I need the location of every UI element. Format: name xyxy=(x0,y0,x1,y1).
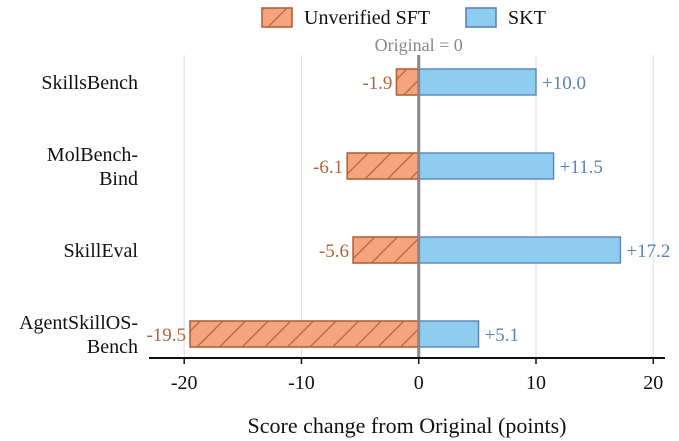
value-label-skt: +5.1 xyxy=(485,325,519,346)
category-label-line: AgentSkillOS- xyxy=(19,312,138,334)
x-tick-label: 0 xyxy=(414,372,424,394)
category-label-line: SkillEval xyxy=(64,240,139,262)
x-axis: -20 -10 0 10 20 xyxy=(149,357,665,394)
value-label-unverified-sft: -5.6 xyxy=(319,241,349,262)
value-label-unverified-sft: -19.5 xyxy=(146,325,186,346)
category-label: SkillsBench xyxy=(41,72,138,94)
reference-line-label: Original = 0 xyxy=(375,35,463,55)
x-tick-label: 20 xyxy=(643,372,663,394)
legend: Unverified SFT SKT xyxy=(261,7,546,29)
x-tick-label: 10 xyxy=(526,372,546,394)
legend-swatch-skt xyxy=(465,7,497,28)
legend-label-unverified-sft: Unverified SFT xyxy=(304,7,430,29)
data-labels: -1.9 +10.0 -6.1 +11.5 -5.6 +17.2 -19.5 +5.1 xyxy=(146,73,670,346)
x-tick-label: -10 xyxy=(288,372,315,394)
category-label-line: Bind xyxy=(99,168,138,190)
bars xyxy=(189,68,622,348)
category-label: MolBench-Bind xyxy=(47,144,138,190)
bar-skt xyxy=(418,152,555,180)
category-labels: SkillsBench MolBench-Bind SkillEval AgentSk… xyxy=(19,72,138,358)
legend-swatch-unverified-sft-hatch xyxy=(261,7,293,28)
category-label-line: SkillsBench xyxy=(41,72,138,94)
bar-unverified-sft-hatch xyxy=(352,236,420,264)
legend-label-skt: SKT xyxy=(508,7,546,29)
value-label-unverified-sft: -6.1 xyxy=(313,157,343,178)
bar-unverified-sft-hatch xyxy=(395,68,420,96)
category-label-line: Bench xyxy=(87,336,138,358)
value-label-skt: +10.0 xyxy=(542,73,586,94)
bar-skt xyxy=(418,236,622,264)
reference-line-group: Original = 0 xyxy=(375,35,463,358)
value-label-skt: +11.5 xyxy=(560,157,603,178)
bar-skt xyxy=(418,320,480,348)
bar-unverified-sft-hatch xyxy=(346,152,420,180)
bar-unverified-sft-hatch xyxy=(189,320,420,348)
category-label: SkillEval xyxy=(64,240,139,262)
x-tick-label: -20 xyxy=(171,372,198,394)
value-label-unverified-sft: -1.9 xyxy=(362,73,392,94)
category-label: AgentSkillOS-Bench xyxy=(19,312,138,358)
bar-skt xyxy=(418,68,537,96)
value-label-skt: +17.2 xyxy=(626,241,670,262)
category-label-line: MolBench- xyxy=(47,144,138,166)
grid-lines xyxy=(183,55,654,358)
x-axis-title: Score change from Original (points) xyxy=(248,413,567,438)
